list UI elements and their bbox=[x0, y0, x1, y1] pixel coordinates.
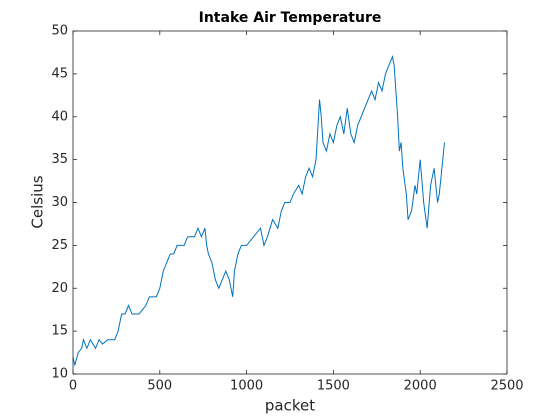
x-tick-label: 2000 bbox=[404, 379, 437, 394]
x-axis-label: packet bbox=[265, 397, 315, 415]
data-line bbox=[72, 54, 445, 366]
x-tick-label: 0 bbox=[69, 379, 77, 394]
y-tick-label: 15 bbox=[51, 324, 68, 339]
y-tick-label: 25 bbox=[51, 238, 68, 253]
chart-title: Intake Air Temperature bbox=[199, 10, 382, 26]
x-tick-label: 2500 bbox=[490, 379, 523, 394]
x-tick-label: 1000 bbox=[230, 379, 263, 394]
y-tick-label: 20 bbox=[51, 281, 68, 296]
y-tick-label: 45 bbox=[51, 66, 68, 81]
y-tick-label: 35 bbox=[51, 152, 68, 167]
y-tick-label: 50 bbox=[51, 24, 68, 39]
x-tick-label: 500 bbox=[147, 379, 172, 394]
y-axis-label: Celsius bbox=[29, 175, 47, 228]
y-tick-label: 40 bbox=[51, 109, 68, 124]
y-tick-label: 10 bbox=[51, 367, 68, 382]
y-tick-label: 30 bbox=[51, 195, 68, 210]
x-tick-label: 1500 bbox=[317, 379, 350, 394]
